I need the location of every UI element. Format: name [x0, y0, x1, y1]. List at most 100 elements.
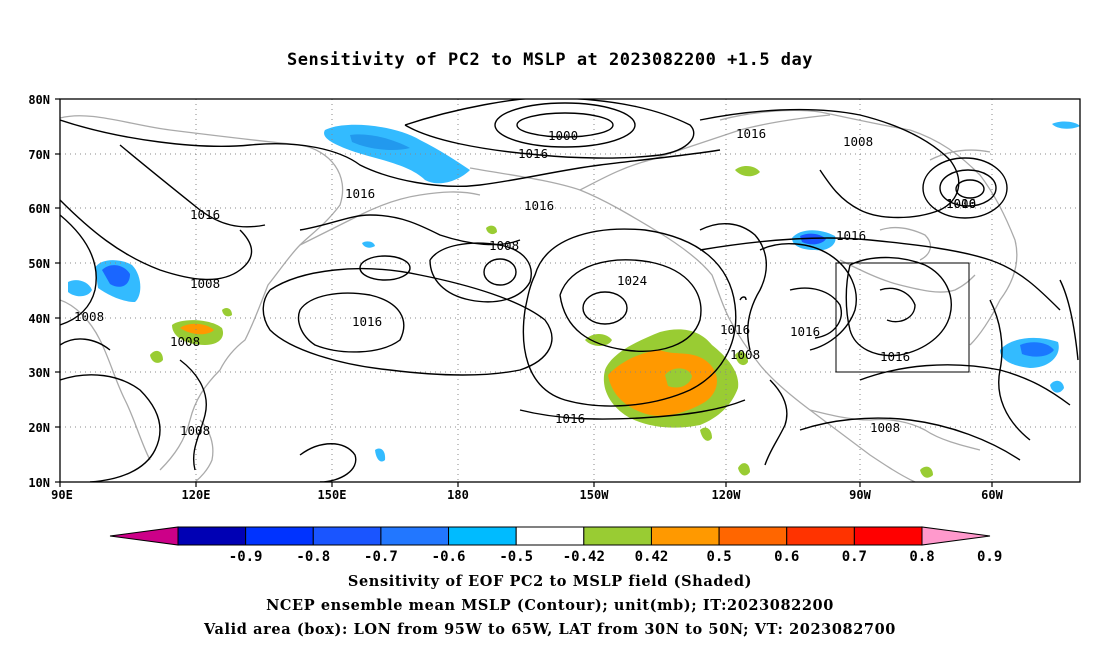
contour-label: 1000	[946, 196, 976, 211]
negative-region-atlantic-core	[1020, 342, 1054, 357]
contour-label: 1016	[524, 198, 554, 213]
positive-region-small-d	[735, 166, 760, 177]
contour-label: 1016	[790, 324, 820, 339]
colorbar-tick-label: 0.9	[977, 549, 1002, 565]
contour-label: 1016	[836, 228, 866, 243]
colorbar-tick-label: -0.8	[296, 549, 330, 565]
positive-region-small-e	[150, 350, 163, 363]
lat-label: 60N	[28, 202, 50, 216]
colorbar-bin	[380, 526, 450, 546]
footer-line-1: Sensitivity of EOF PC2 to MSLP field (Sh…	[347, 573, 753, 590]
colorbar-tick-label: -0.7	[364, 549, 398, 565]
colorbar-bin	[245, 526, 314, 546]
lon-label: 90E	[51, 488, 73, 502]
lon-label: 120W	[712, 488, 742, 502]
negative-region-small-3	[375, 448, 386, 462]
contour-label: 1016	[880, 349, 910, 364]
negative-region-asia-2	[68, 280, 92, 297]
positive-region-small-c	[738, 463, 750, 476]
negative-region-hudson-core	[800, 233, 826, 245]
colorbar-end-left	[109, 526, 179, 546]
colorbar-bin	[718, 526, 788, 546]
colorbar-bin	[583, 526, 652, 546]
latitude-labels: 80N 70N 60N 50N 40N 30N 20N 10N	[28, 93, 50, 490]
lon-label: 180	[447, 488, 469, 502]
colorbar	[109, 526, 991, 546]
negative-region-small-4	[362, 241, 375, 248]
colorbar-bin	[448, 526, 517, 546]
colorbar-tick-label: 0.7	[842, 549, 867, 565]
footer-line-2: NCEP ensemble mean MSLP (Contour); unit(…	[266, 597, 834, 614]
map-title: Sensitivity of PC2 to MSLP at 2023082200…	[286, 50, 813, 70]
contour-label: 1008	[74, 309, 104, 324]
contour-label: 1000	[548, 128, 578, 143]
lat-label: 20N	[28, 421, 50, 435]
colorbar-end-right	[921, 526, 991, 546]
lat-label: 70N	[28, 148, 50, 162]
contour-label: 1016	[190, 207, 220, 222]
lat-label: 50N	[28, 257, 50, 271]
contour-label: 1016	[736, 126, 766, 141]
lon-label: 120E	[182, 488, 211, 502]
axis-ticks	[55, 98, 993, 487]
negative-region-small-1	[1050, 380, 1064, 393]
contour-label: 1016	[518, 146, 548, 161]
contour-label: 1008	[870, 420, 900, 435]
contour-label: 1016	[720, 322, 750, 337]
colorbar-tick-label: -0.42	[563, 549, 605, 565]
colorbar-tick-label: -0.5	[499, 549, 533, 565]
contour-label: 1008	[489, 238, 519, 253]
contour-label: 1016	[345, 186, 375, 201]
colorbar-bin	[312, 526, 382, 546]
contour-label: 1008	[190, 276, 220, 291]
colorbar-bin	[786, 526, 855, 546]
lat-label: 80N	[28, 93, 50, 107]
contour-label: 1008	[180, 423, 210, 438]
contour-label: 1008	[843, 134, 873, 149]
plot-frame	[59, 98, 1081, 483]
footer-line-3: Valid area (box): LON from 95W to 65W, L…	[204, 621, 896, 638]
positive-region-small-f	[735, 351, 748, 366]
positive-region-small-b	[700, 427, 712, 441]
colorbar-tick-label: -0.9	[229, 549, 263, 565]
lon-label: 150W	[580, 488, 610, 502]
colorbar-bin	[650, 526, 720, 546]
lat-label: 10N	[28, 476, 50, 490]
lat-label: 30N	[28, 366, 50, 380]
colorbar-tick-label: 0.5	[706, 549, 731, 565]
positive-region-small-a	[585, 334, 612, 346]
contour-label: 1016	[555, 411, 585, 426]
colorbar-tick-label: 0.8	[909, 549, 934, 565]
positive-region-small-h	[486, 225, 497, 235]
lon-label: 150E	[318, 488, 347, 502]
contour-label: 1016	[946, 196, 976, 211]
colorbar-tick-label: 0.6	[774, 549, 799, 565]
positive-region-small-g	[920, 466, 933, 478]
contour-labels: 1000 1016 1016 1016 1008 1016 1008 1016 …	[74, 126, 976, 438]
mslp-contours	[60, 99, 1079, 482]
colorbar-bin	[177, 526, 247, 546]
lat-label: 40N	[28, 312, 50, 326]
positive-region-pacific-hole	[665, 368, 692, 388]
colorbar-tick-label: 0.42	[635, 549, 669, 565]
contour-label: 1008	[730, 347, 760, 362]
colorbar-tick-label: -0.6	[432, 549, 466, 565]
positive-region-small-i	[222, 307, 232, 317]
contour-label: 1016	[352, 314, 382, 329]
lon-label: 90W	[849, 488, 871, 502]
positive-region-asia-core	[180, 323, 214, 335]
colorbar-bin	[515, 526, 585, 546]
coastlines	[60, 109, 1018, 482]
sensitivity-shading	[68, 121, 1080, 478]
contour-label: 1008	[170, 334, 200, 349]
colorbar-bin	[853, 526, 923, 546]
positive-region-pacific-core	[608, 350, 718, 416]
colorbar-labels: -0.9 -0.8 -0.7 -0.6 -0.5 -0.42 0.42 0.5 0.6 0.7 0.…	[229, 549, 1003, 565]
lon-label: 60W	[981, 488, 1003, 502]
longitude-labels: 90E 120E 150E 180 150W 120W 90W 60W	[51, 488, 1003, 502]
negative-region-asia-core	[102, 265, 130, 287]
contour-label: 1024	[617, 273, 647, 288]
negative-region-small-2	[1052, 121, 1080, 129]
valid-area-box	[835, 262, 970, 373]
